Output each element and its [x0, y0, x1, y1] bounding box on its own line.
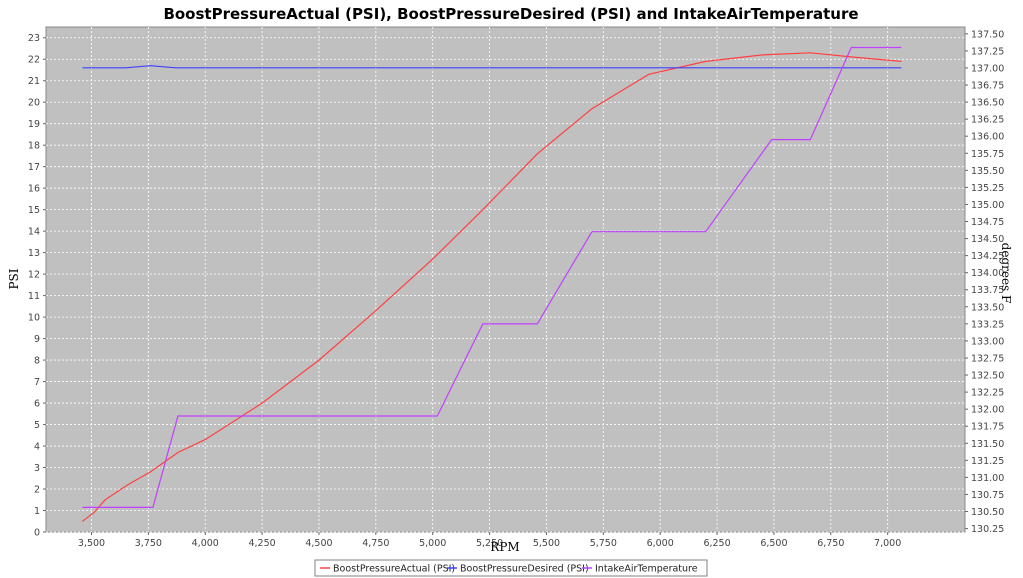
x-tick-label: 4,750 — [362, 538, 389, 549]
y2-tick-label: 133.75 — [971, 285, 1004, 296]
x-tick-label: 4,000 — [192, 538, 219, 549]
x-tick-label: 6,000 — [647, 538, 674, 549]
series-line-2 — [82, 65, 902, 69]
y2-tick-label: 136.00 — [971, 132, 1004, 143]
y-tick-label: 10 — [28, 313, 40, 324]
y2-tick-label: 130.75 — [971, 490, 1004, 501]
y-tick-label: 6 — [34, 399, 40, 410]
legend-label-2: BoostPressureDesired (PSI) — [460, 564, 589, 575]
y2-tick-label: 134.00 — [971, 268, 1004, 279]
y-tick-label: 19 — [28, 119, 40, 130]
y2-tick-label: 132.50 — [971, 371, 1004, 382]
y-tick-label: 16 — [28, 184, 40, 195]
x-tick-label: 3,750 — [135, 538, 162, 549]
y2-tick-label: 131.75 — [971, 422, 1004, 433]
y-tick-label: 23 — [28, 33, 40, 44]
x-tick-label: 3,500 — [78, 538, 105, 549]
x-tick-label: 5,750 — [590, 538, 617, 549]
y2-tick-label: 136.25 — [971, 115, 1004, 126]
y-tick-label: 3 — [34, 463, 40, 474]
y-tick-label: 7 — [34, 377, 40, 388]
y-tick-label: 17 — [28, 162, 40, 173]
y-tick-label: 8 — [34, 356, 40, 367]
y-tick-label: 20 — [28, 98, 40, 109]
legend-label-3: IntakeAirTemperature — [595, 564, 698, 575]
x-tick-label: 4,500 — [305, 538, 332, 549]
y-tick-label: 15 — [28, 205, 40, 216]
y2-tick-label: 137.00 — [971, 63, 1004, 74]
y2-tick-label: 131.50 — [971, 439, 1004, 450]
y-tick-label: 0 — [34, 528, 40, 539]
y2-tick-label: 133.50 — [971, 302, 1004, 313]
y-tick-label: 21 — [28, 76, 40, 87]
chart-title: BoostPressureActual (PSI), BoostPressure… — [163, 5, 858, 23]
y2-tick-label: 132.75 — [971, 353, 1004, 364]
series-layer — [82, 46, 902, 522]
y-tick-label: 4 — [34, 442, 40, 453]
legend-label-1: BoostPressureActual (PSI) — [333, 564, 455, 575]
y2-tick-label: 132.00 — [971, 405, 1004, 416]
y2-tick-label: 131.25 — [971, 456, 1004, 467]
y-tick-label: 5 — [34, 420, 40, 431]
x-tick-label: 5,000 — [419, 538, 446, 549]
y2-tick-label: 137.50 — [971, 29, 1004, 40]
x-tick-label: 7,000 — [874, 538, 901, 549]
x-tick-label: 6,500 — [760, 538, 787, 549]
y2-tick-label: 130.25 — [971, 524, 1004, 535]
y2-tick-label: 136.75 — [971, 81, 1004, 92]
x-tick-label: 4,250 — [248, 538, 275, 549]
y-tick-label: 13 — [28, 248, 40, 259]
x-axis: 3,500 3,750 4,000 4,250 4,500 4,750 5,000 5,250… — [78, 532, 901, 549]
y2-tick-label: 134.50 — [971, 234, 1004, 245]
y-axis-label: PSI — [7, 268, 21, 289]
y-tick-label: 1 — [34, 506, 40, 517]
y2-tick-label: 131.00 — [971, 473, 1004, 484]
y-tick-label: 2 — [34, 485, 40, 496]
y2-tick-label: 130.50 — [971, 507, 1004, 518]
y-axis-right: 130.25 130.50 130.75 131.00 131.25 131.50 131.… — [965, 29, 1004, 535]
y2-axis-label: degrees F — [999, 243, 1013, 304]
series-line-3 — [82, 46, 902, 508]
y-tick-label: 22 — [28, 55, 40, 66]
y2-tick-label: 135.25 — [971, 183, 1004, 194]
y2-tick-label: 133.25 — [971, 319, 1004, 330]
y2-tick-label: 136.50 — [971, 98, 1004, 109]
plot-area — [45, 26, 966, 533]
y-tick-label: 11 — [28, 291, 40, 302]
y2-tick-label: 137.25 — [971, 46, 1004, 57]
y-tick-label: 14 — [28, 227, 40, 238]
y2-tick-label: 134.75 — [971, 217, 1004, 228]
legend: BoostPressureActual (PSI) BoostPressureDe… — [314, 559, 708, 577]
legend-box — [314, 559, 708, 577]
series-line-1 — [82, 52, 902, 522]
x-tick-label: 5,250 — [476, 538, 503, 549]
x-tick-label: 6,750 — [817, 538, 844, 549]
grid-lines — [46, 27, 965, 533]
y2-tick-label: 132.25 — [971, 388, 1004, 399]
y2-tick-label: 134.25 — [971, 251, 1004, 262]
y-tick-label: 9 — [34, 334, 40, 345]
y-tick-label: 18 — [28, 141, 40, 152]
y2-tick-label: 135.00 — [971, 200, 1004, 211]
y2-tick-label: 133.00 — [971, 336, 1004, 347]
y-tick-label: 12 — [28, 270, 40, 281]
y2-tick-label: 135.75 — [971, 149, 1004, 160]
x-axis-label: RPM — [490, 540, 519, 554]
x-tick-label: 6,250 — [703, 538, 730, 549]
x-tick-label: 5,500 — [533, 538, 560, 549]
y2-tick-label: 135.50 — [971, 166, 1004, 177]
